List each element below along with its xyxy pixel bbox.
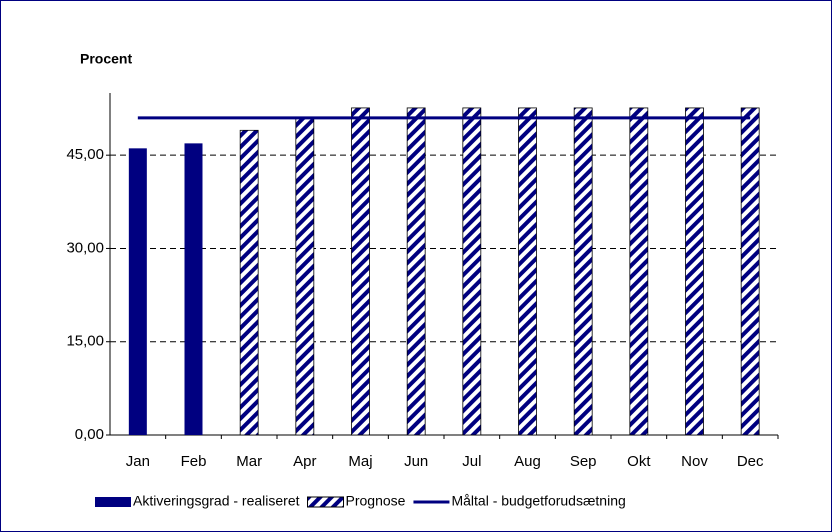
bar	[573, 107, 593, 436]
bar	[462, 107, 482, 436]
legend-swatch	[307, 496, 345, 508]
y-tick-label: 0,00	[75, 426, 104, 443]
legend-label: Måltal - budgetforudsætning	[451, 493, 625, 509]
y-tick-label: 15,00	[66, 333, 104, 350]
legend-label: Prognose	[346, 493, 406, 509]
x-tick-label: Mar	[236, 453, 262, 470]
x-tick-label: Jul	[462, 453, 481, 470]
bar	[295, 116, 315, 436]
bar	[128, 148, 147, 436]
bar	[239, 129, 259, 436]
bar	[629, 107, 649, 436]
x-tick-label: Dec	[737, 453, 764, 470]
y-axis-title: Procent	[80, 51, 132, 67]
y-tick-label: 45,00	[66, 146, 104, 163]
legend-label: Aktiveringsgrad - realiseret	[133, 493, 300, 509]
x-tick-label: Feb	[181, 453, 207, 470]
x-tick-label: Nov	[681, 453, 708, 470]
legend-swatch	[95, 497, 131, 507]
x-tick-label: Apr	[293, 453, 316, 470]
bar	[685, 107, 704, 436]
x-tick-label: Aug	[514, 453, 541, 470]
bar	[351, 107, 370, 436]
x-tick-label: Sep	[570, 453, 597, 470]
y-tick-label: 30,00	[66, 239, 104, 256]
bar	[518, 107, 537, 436]
bar	[184, 143, 203, 435]
x-tick-label: Maj	[348, 453, 372, 470]
x-tick-label: Jan	[126, 453, 150, 470]
x-tick-label: Jun	[404, 453, 428, 470]
bar	[740, 107, 760, 436]
x-tick-label: Okt	[627, 453, 651, 470]
bar	[406, 107, 426, 436]
